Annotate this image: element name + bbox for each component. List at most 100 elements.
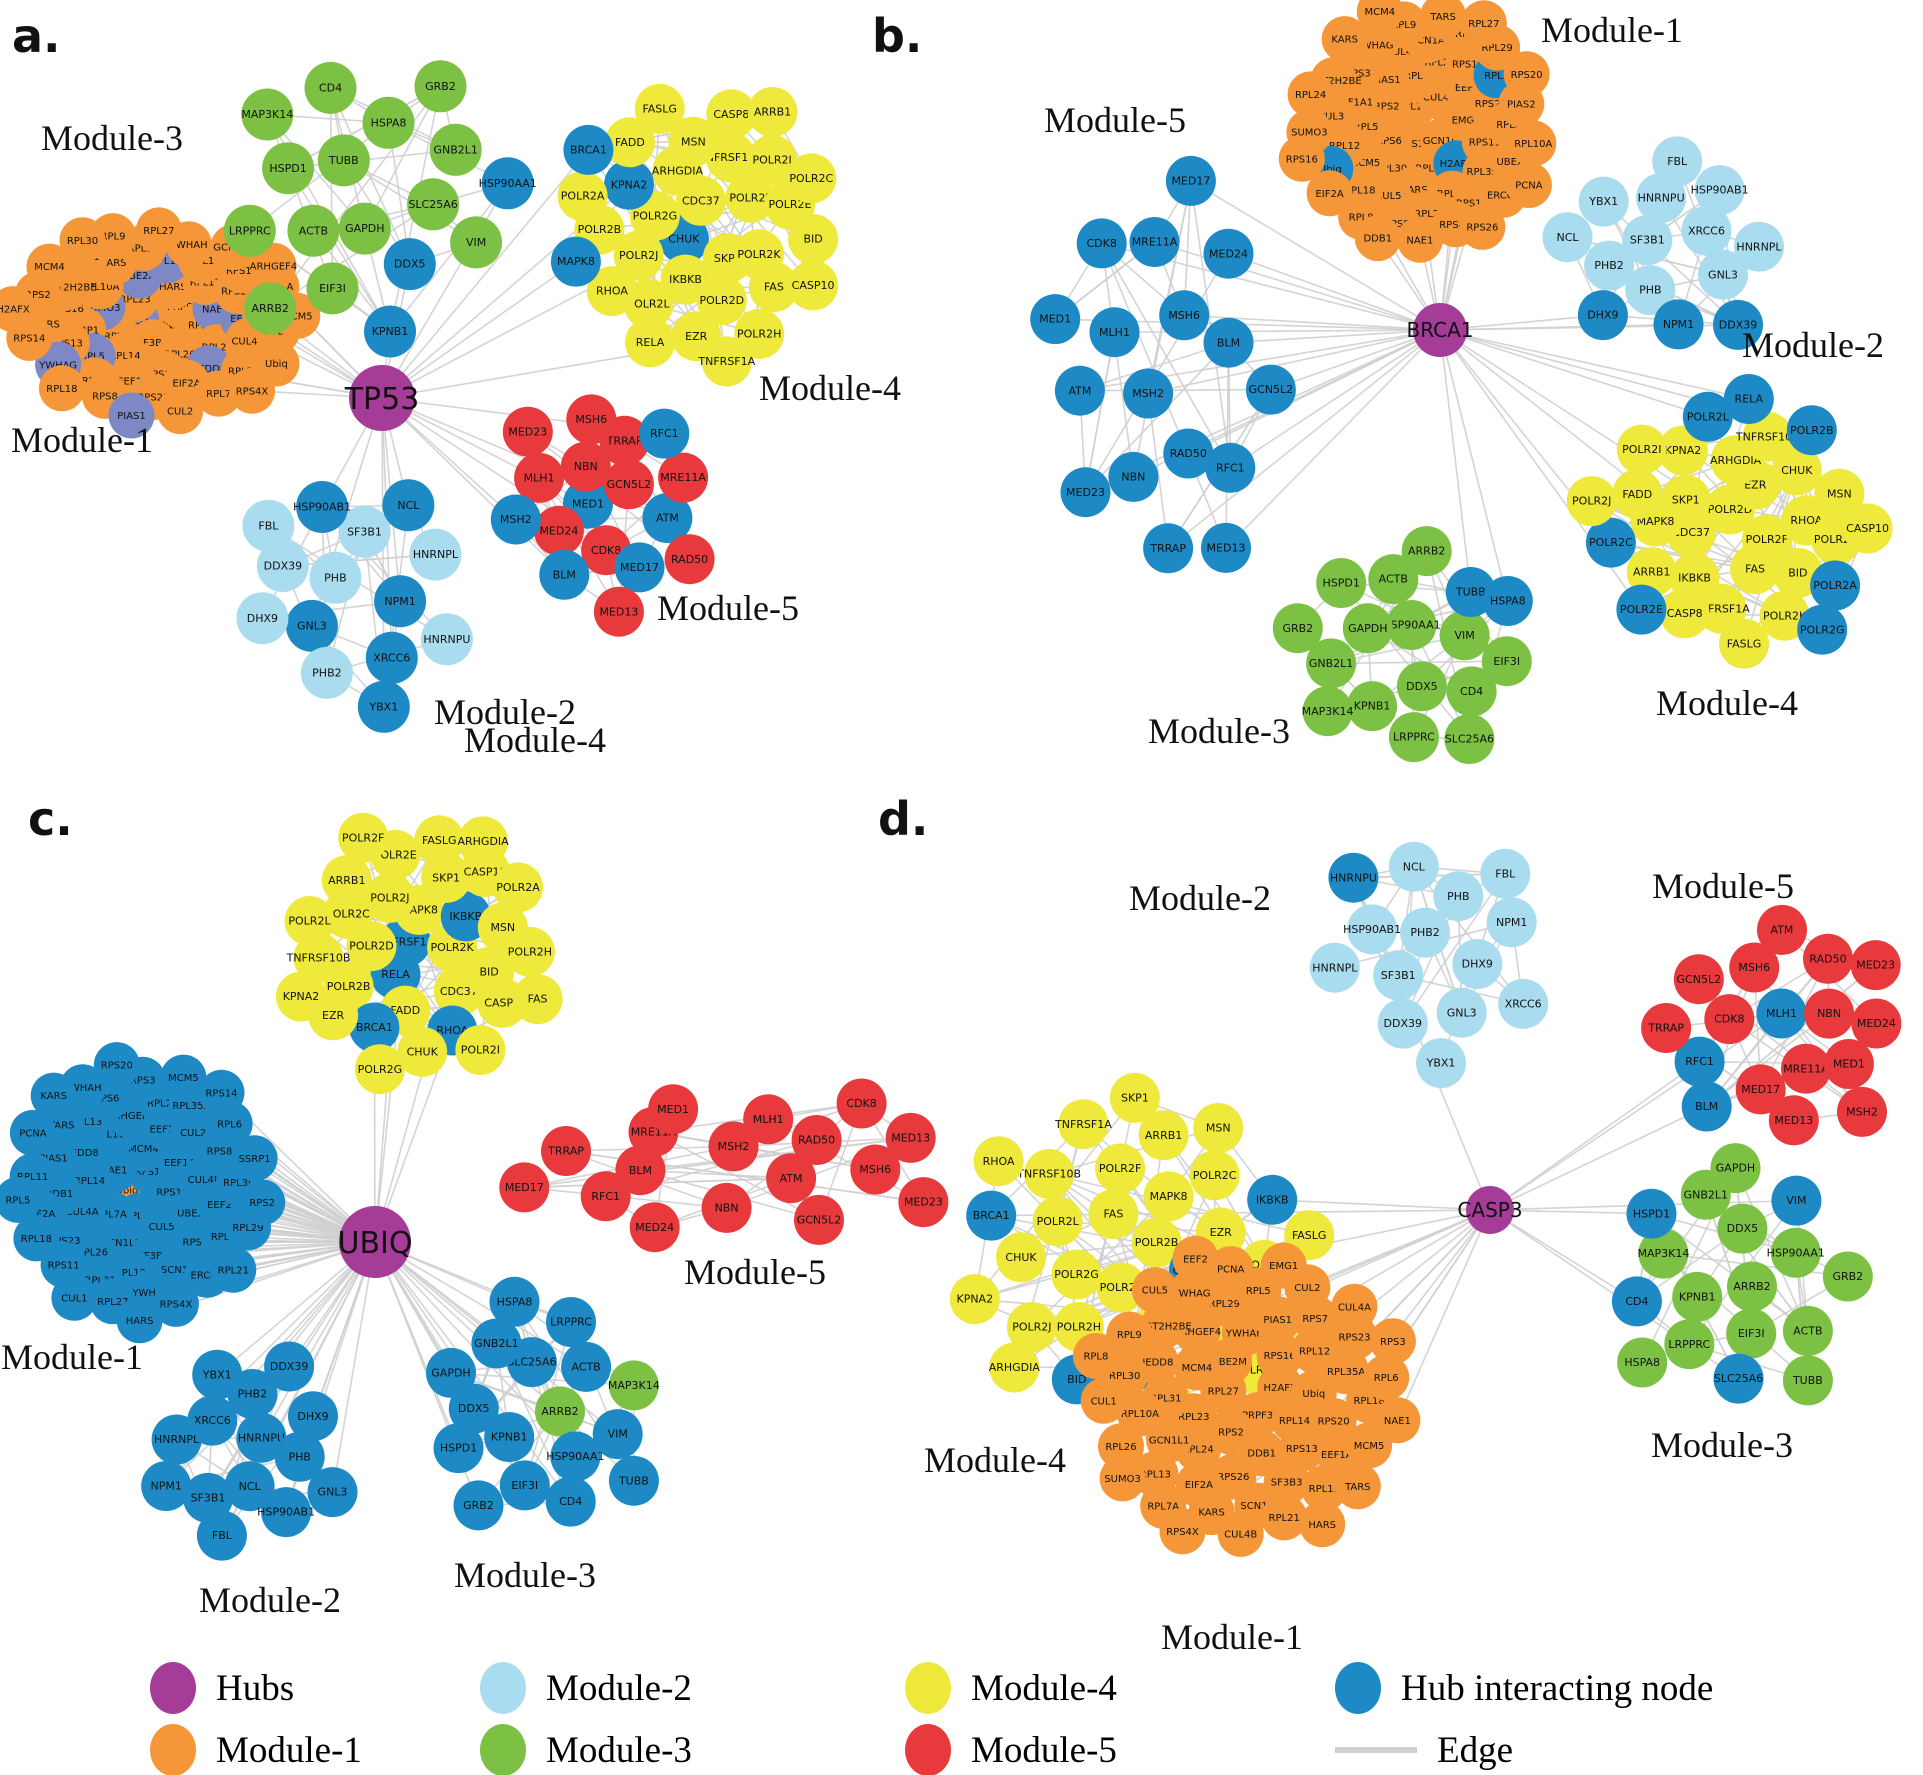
node-RPS16[interactable] xyxy=(1278,135,1325,182)
node-MED17[interactable] xyxy=(1165,155,1216,206)
node-RPL11[interactable] xyxy=(1301,1465,1348,1512)
node-CUL4A[interactable] xyxy=(1331,1283,1378,1330)
node-GNB2L1[interactable] xyxy=(429,123,482,176)
node-GAPDH[interactable] xyxy=(1710,1143,1761,1194)
node-NPM1[interactable] xyxy=(374,575,427,628)
node-ATM[interactable] xyxy=(642,493,693,543)
node-CDK8[interactable] xyxy=(836,1078,887,1129)
node-DDX39[interactable] xyxy=(264,1341,315,1392)
node-RPL18[interactable] xyxy=(38,365,85,412)
node-CHUK[interactable] xyxy=(1771,445,1822,496)
node-GNL3[interactable] xyxy=(307,1467,358,1518)
node-MED1[interactable] xyxy=(648,1084,699,1135)
node-DHX9[interactable] xyxy=(288,1391,338,1442)
node-MED1[interactable] xyxy=(1030,294,1081,345)
node-POLR2D[interactable] xyxy=(696,275,747,326)
node-GNB2L1[interactable] xyxy=(471,1318,522,1369)
node-NCL[interactable] xyxy=(1388,841,1439,892)
node-YBX1[interactable] xyxy=(357,680,410,733)
node-FBL[interactable] xyxy=(1652,136,1703,187)
node-MAP3K14[interactable] xyxy=(608,1360,659,1411)
node-RPS4X[interactable] xyxy=(1159,1508,1206,1555)
node-RELA[interactable] xyxy=(625,317,675,368)
node-HSP90AA1[interactable] xyxy=(481,157,534,210)
node-BRCA1[interactable] xyxy=(966,1190,1017,1241)
node-POLR2I[interactable] xyxy=(747,135,798,185)
node-CASP8[interactable] xyxy=(1659,588,1710,639)
node-XRCC6[interactable] xyxy=(1681,205,1732,256)
node-POLR2G[interactable] xyxy=(354,1044,405,1095)
node-POLR2I[interactable] xyxy=(1616,424,1667,475)
node-POLR2K[interactable] xyxy=(1759,590,1810,641)
node-POLR2C[interactable] xyxy=(1585,517,1636,568)
node-TUBB[interactable] xyxy=(1782,1355,1833,1406)
node-GRB2[interactable] xyxy=(1272,603,1323,654)
node-TARS[interactable] xyxy=(1334,1463,1381,1510)
node-DDX5[interactable] xyxy=(383,238,436,291)
node-GAPDH[interactable] xyxy=(426,1347,476,1398)
node-FADD[interactable] xyxy=(1612,469,1663,520)
node-ARHGEF4[interactable] xyxy=(250,242,297,289)
node-MED24[interactable] xyxy=(1851,998,1902,1049)
node-MED13[interactable] xyxy=(593,586,644,637)
node-MED17[interactable] xyxy=(614,542,665,593)
node-HNRNPL[interactable] xyxy=(151,1414,202,1465)
node-PHB[interactable] xyxy=(1625,265,1676,316)
node-RPL27[interactable] xyxy=(135,207,182,254)
node-ACTB[interactable] xyxy=(287,204,340,257)
node-MSN[interactable] xyxy=(668,116,719,167)
node-FAS[interactable] xyxy=(512,974,563,1025)
node-HSP90AA1[interactable] xyxy=(550,1431,601,1482)
node-POLR2C[interactable] xyxy=(1189,1150,1240,1201)
node-NPM1[interactable] xyxy=(141,1461,192,1511)
node-ARRB1[interactable] xyxy=(321,855,372,906)
node-ARRB2[interactable] xyxy=(1727,1261,1777,1312)
node-GNL3[interactable] xyxy=(1436,987,1487,1038)
node-ARHGDIA[interactable] xyxy=(989,1342,1040,1393)
node-CUL4B[interactable] xyxy=(1217,1510,1264,1557)
node-POLR2J[interactable] xyxy=(1566,476,1617,527)
node-TNFRSF10B[interactable] xyxy=(1024,1149,1075,1199)
node-EIF3I[interactable] xyxy=(1726,1308,1777,1359)
node-NCL[interactable] xyxy=(224,1461,275,1512)
node-MAP3K14[interactable] xyxy=(1638,1228,1689,1279)
node-POLR2G[interactable] xyxy=(1051,1249,1102,1300)
node-NPM1[interactable] xyxy=(1653,299,1704,350)
node-MCM5[interactable] xyxy=(160,1054,207,1101)
node-FBL[interactable] xyxy=(196,1510,247,1561)
node-MED23[interactable] xyxy=(898,1177,949,1228)
node-MSH2[interactable] xyxy=(1123,368,1174,419)
node-CDK8[interactable] xyxy=(1076,218,1127,269)
node-KPNB1[interactable] xyxy=(1672,1271,1723,1322)
node-MSH6[interactable] xyxy=(566,394,617,445)
node-MSH6[interactable] xyxy=(1159,290,1210,341)
node-RPS3[interactable] xyxy=(1369,1318,1416,1365)
node-DDX5[interactable] xyxy=(448,1383,499,1434)
node-HNRNPL[interactable] xyxy=(409,528,462,581)
node-DHX9[interactable] xyxy=(236,592,289,645)
node-MAPK8[interactable] xyxy=(1143,1171,1194,1222)
node-HSP90AB1[interactable] xyxy=(296,481,349,533)
node-GCN5L2[interactable] xyxy=(1673,954,1724,1005)
node-VIM[interactable] xyxy=(592,1409,643,1460)
node-FADD[interactable] xyxy=(604,117,655,168)
node-KPNB1[interactable] xyxy=(364,305,416,358)
node-HSP90AB1[interactable] xyxy=(1347,904,1398,955)
node-IKBKB[interactable] xyxy=(660,254,711,305)
node-MLH1[interactable] xyxy=(514,452,565,503)
node-ACTB[interactable] xyxy=(561,1341,612,1392)
node-BID[interactable] xyxy=(788,214,839,265)
node-DDX5[interactable] xyxy=(1396,661,1447,712)
node-BRCA1[interactable] xyxy=(563,124,614,175)
node-EEF2[interactable] xyxy=(1172,1235,1219,1282)
node-MSN[interactable] xyxy=(1193,1103,1244,1153)
node-MED17[interactable] xyxy=(499,1162,550,1213)
node-KPNA2[interactable] xyxy=(604,159,654,210)
node-HSP90AB1[interactable] xyxy=(261,1487,312,1538)
node-ATM[interactable] xyxy=(1054,365,1105,416)
node-MED24[interactable] xyxy=(1203,228,1254,279)
node-LRPPRC[interactable] xyxy=(223,204,276,257)
node-RAD50[interactable] xyxy=(1163,428,1214,479)
node-POLR2B[interactable] xyxy=(1131,1217,1182,1268)
node-MED13[interactable] xyxy=(1201,522,1251,573)
